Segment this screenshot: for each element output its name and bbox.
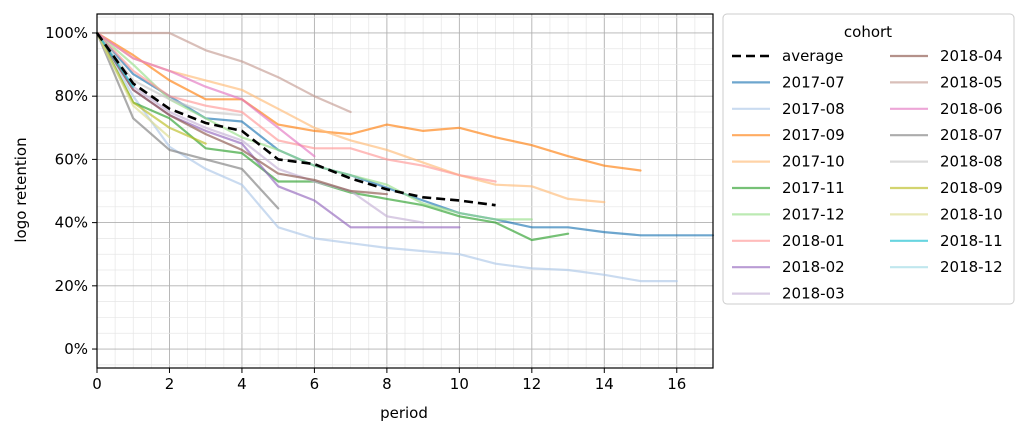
- x-tick-label: 2: [165, 375, 175, 393]
- legend-label-2018-05: 2018-05: [940, 73, 1003, 91]
- legend-label-2018-11: 2018-11: [940, 232, 1003, 250]
- legend-label-2018-12: 2018-12: [940, 258, 1003, 276]
- series-line-2017-10: [95, 31, 606, 204]
- legend-label-2018-01: 2018-01: [782, 232, 845, 250]
- legend-label-2018-07: 2018-07: [940, 126, 1003, 144]
- series-line-average: [95, 32, 496, 207]
- series-line-2018-08: [95, 31, 243, 117]
- y-tick-label: 100%: [45, 24, 88, 42]
- legend-label-2017-07: 2017-07: [782, 73, 845, 91]
- x-tick-label: 10: [450, 375, 469, 393]
- legend-label-2017-11: 2017-11: [782, 179, 845, 197]
- series-lines: [95, 31, 715, 283]
- legend: cohort average 2017-07 2017-08 2017-09 2017-…: [722, 13, 1015, 305]
- y-tick-label: 0%: [64, 340, 88, 358]
- x-tick-label: 12: [522, 375, 541, 393]
- series-line-2018-07: [95, 31, 280, 210]
- x-tick-label: 14: [595, 375, 614, 393]
- legend-label-2018-06: 2018-06: [940, 100, 1003, 118]
- legend-label-2018-03: 2018-03: [782, 285, 845, 303]
- y-tick-label: 80%: [55, 87, 88, 105]
- y-tick-label: 20%: [55, 277, 88, 295]
- series-line-2018-05: [95, 31, 352, 114]
- legend-label-2018-04: 2018-04: [940, 47, 1003, 65]
- x-tick-label: 6: [310, 375, 320, 393]
- legend-label-2017-12: 2017-12: [782, 205, 845, 223]
- series-line-2017-09: [95, 31, 642, 172]
- legend-label-2018-08: 2018-08: [940, 153, 1003, 171]
- series-line-2018-06: [95, 31, 316, 158]
- y-tick-label: 40%: [55, 214, 88, 232]
- legend-label-average: average: [782, 47, 843, 65]
- legend-frame: [722, 13, 1015, 305]
- x-tick-label: 0: [92, 375, 102, 393]
- legend-label-2017-09: 2017-09: [782, 126, 845, 144]
- legend-label-2017-08: 2017-08: [782, 100, 845, 118]
- grid: [96, 14, 714, 368]
- legend-label-2018-09: 2018-09: [940, 179, 1003, 197]
- x-tick-label: 16: [667, 375, 686, 393]
- plot-frame: [96, 13, 714, 369]
- series-line-2017-08: [95, 31, 678, 283]
- series-line-2018-10: [95, 31, 171, 139]
- series-line-2018-01: [95, 31, 497, 183]
- x-tick-label: 4: [237, 375, 247, 393]
- legend-label-2018-10: 2018-10: [940, 205, 1003, 223]
- axes: 0 2 4 6 8 10 12 14 16 0% 20% 40% 60% 80% 100%: [45, 13, 714, 393]
- y-tick-label: 60%: [55, 150, 88, 168]
- legend-title: cohort: [844, 23, 892, 41]
- legend-label-2017-10: 2017-10: [782, 153, 845, 171]
- legend-label-2018-02: 2018-02: [782, 258, 845, 276]
- y-axis-title: logo retention: [12, 137, 30, 242]
- x-axis-title: period: [380, 404, 428, 422]
- series-line-2018-03: [95, 31, 425, 224]
- series-line-2018-04: [95, 31, 388, 196]
- x-tick-label: 8: [382, 375, 392, 393]
